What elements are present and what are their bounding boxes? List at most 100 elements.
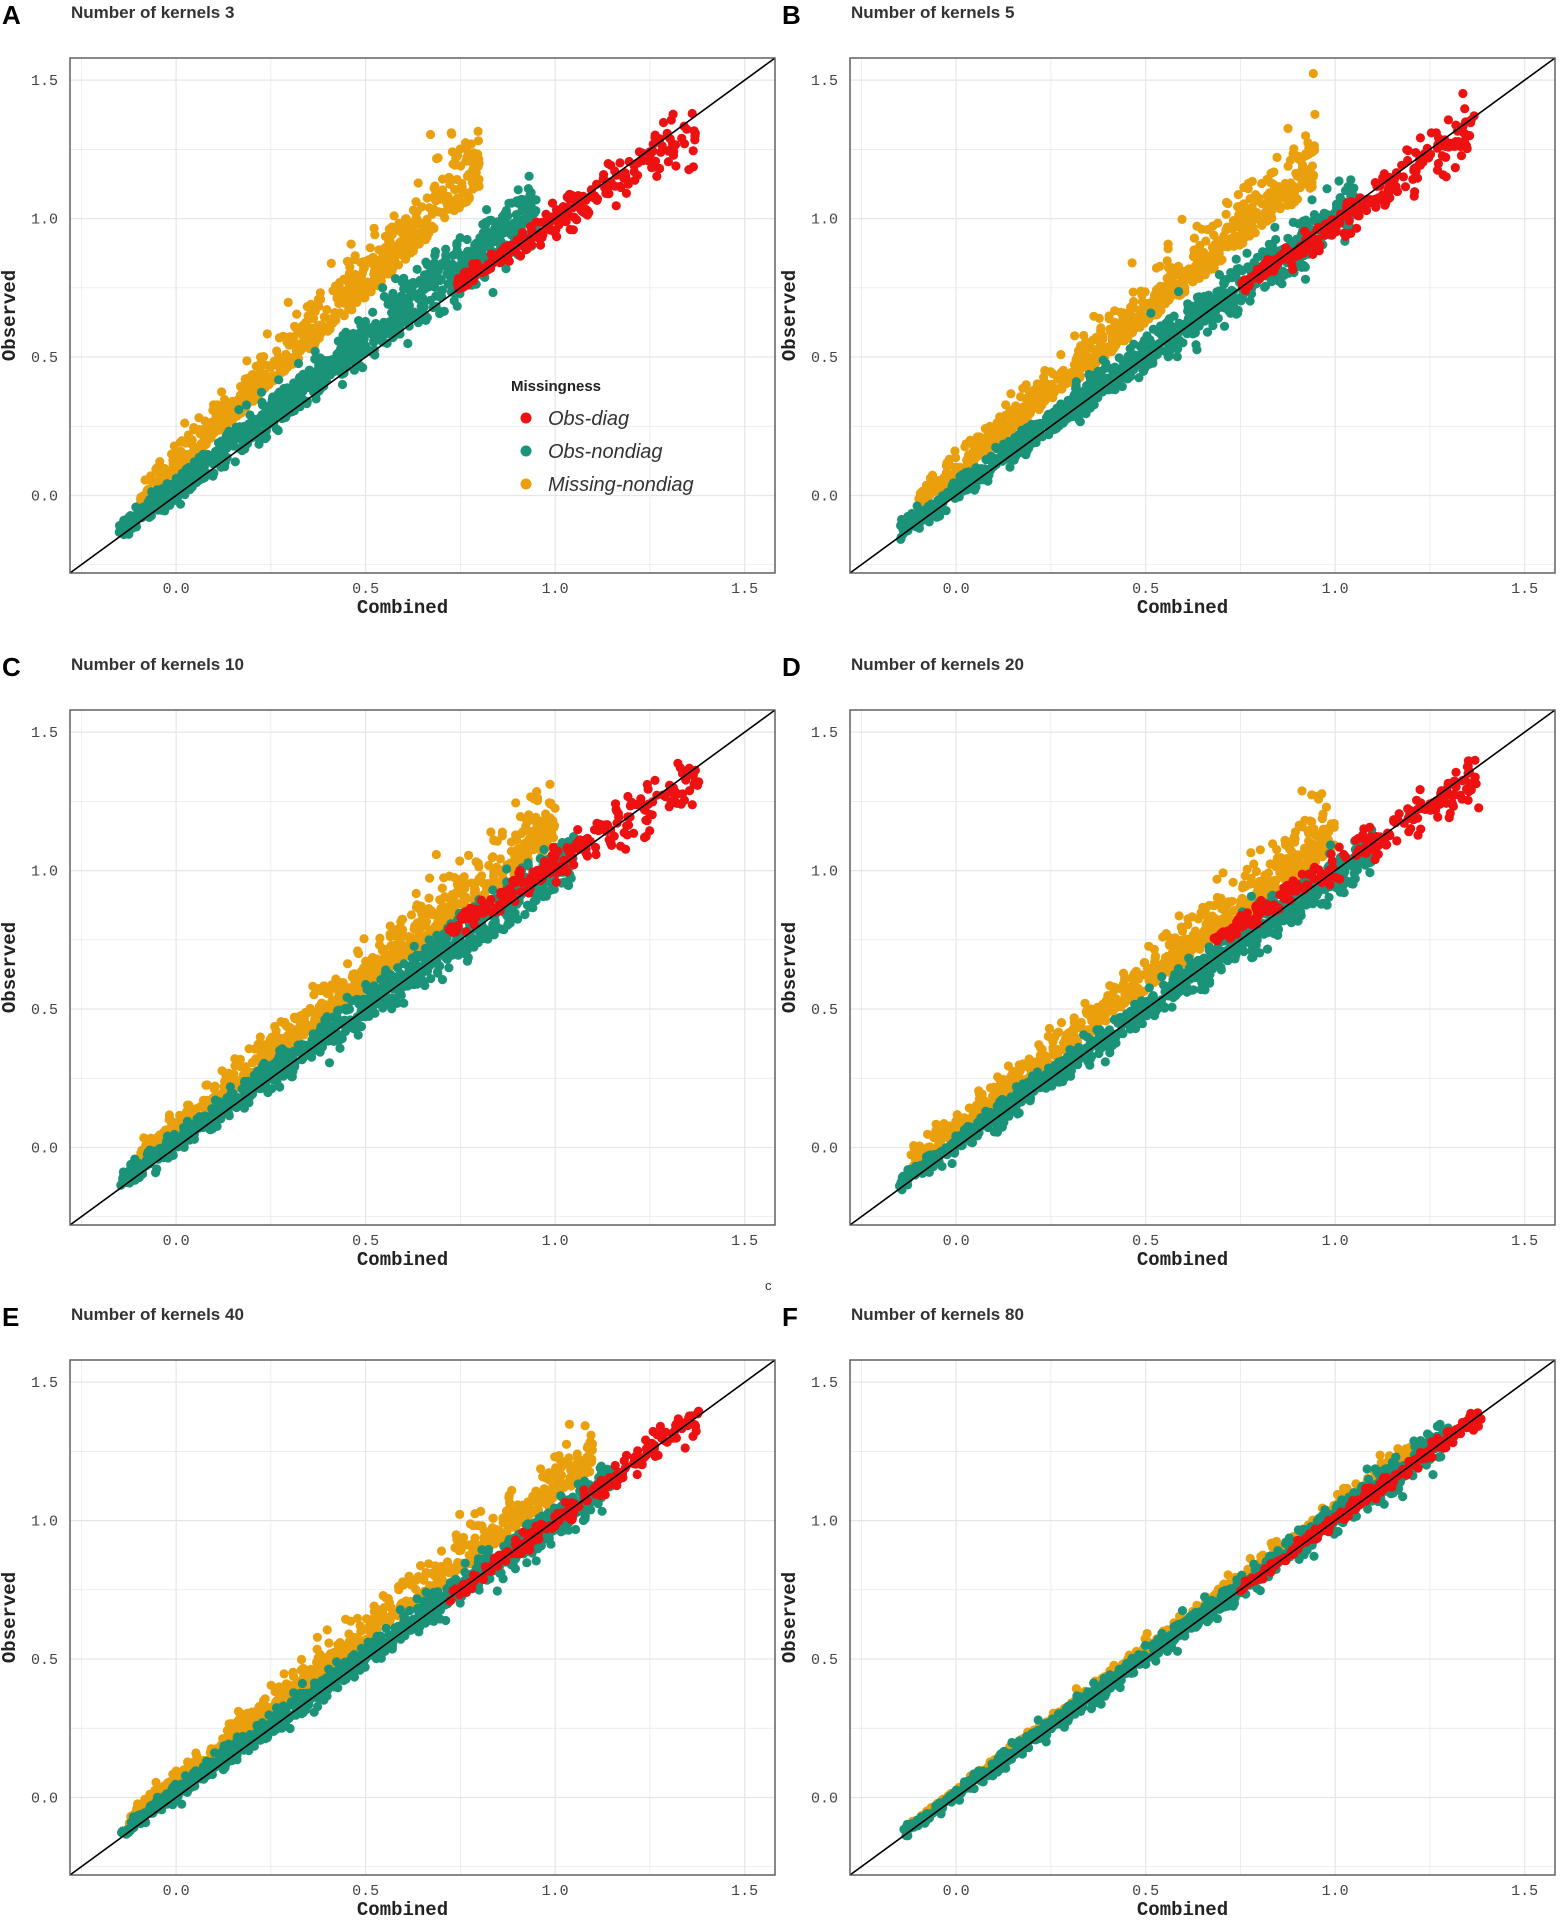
data-point — [512, 196, 522, 206]
points — [114, 108, 700, 540]
data-point — [581, 204, 591, 214]
data-point — [1111, 340, 1121, 350]
data-point — [310, 346, 320, 356]
data-point — [388, 315, 398, 325]
data-point — [225, 403, 235, 413]
data-point — [1106, 327, 1116, 337]
data-point — [1451, 140, 1461, 150]
data-point — [1334, 176, 1344, 186]
data-point — [412, 264, 422, 274]
data-point — [517, 227, 528, 238]
data-point — [342, 256, 352, 266]
data-point — [482, 205, 492, 215]
data-point — [1203, 257, 1213, 267]
data-point — [408, 277, 418, 288]
data-point — [547, 198, 558, 208]
data-point — [523, 835, 533, 845]
data-point — [348, 969, 358, 979]
data-point — [346, 331, 356, 341]
data-point — [1003, 439, 1013, 449]
data-point — [942, 489, 952, 499]
data-point — [987, 462, 997, 472]
data-point — [450, 160, 460, 170]
data-point — [1174, 287, 1184, 297]
data-point — [991, 442, 1001, 452]
data-point — [650, 156, 661, 166]
data-point — [445, 272, 455, 282]
data-point — [1003, 425, 1013, 435]
data-point — [1098, 331, 1108, 341]
data-point — [164, 1115, 174, 1125]
data-point — [242, 356, 252, 366]
data-point — [914, 512, 924, 522]
data-point — [371, 278, 381, 288]
data-point — [408, 934, 418, 944]
data-point — [1246, 224, 1256, 234]
data-point — [1331, 227, 1341, 237]
data-point — [1098, 355, 1108, 365]
data-point — [951, 453, 961, 463]
data-point — [645, 150, 655, 160]
data-point — [473, 858, 483, 868]
data-point — [1189, 233, 1199, 243]
data-point — [1346, 175, 1356, 185]
data-point — [688, 146, 698, 156]
data-point — [146, 1133, 156, 1143]
series-obs-diag — [1237, 88, 1479, 295]
data-point — [291, 382, 301, 392]
data-point — [1166, 263, 1176, 273]
data-point — [502, 864, 512, 874]
data-point — [524, 171, 534, 181]
data-point — [273, 425, 283, 436]
data-point — [424, 893, 434, 903]
data-point — [306, 299, 316, 309]
data-point — [1078, 361, 1088, 371]
data-point — [314, 301, 324, 311]
data-point — [1039, 377, 1049, 387]
data-point — [1443, 115, 1453, 125]
data-point — [1456, 151, 1467, 161]
data-point — [971, 452, 981, 462]
data-point — [231, 426, 241, 436]
panel-letter: A — [2, 0, 21, 30]
data-point — [328, 317, 338, 327]
data-point — [1018, 383, 1028, 393]
data-point — [425, 873, 435, 883]
data-point — [1006, 389, 1016, 399]
data-point — [437, 975, 448, 985]
data-point — [1196, 294, 1206, 304]
x-tick-label: 1.0 — [542, 581, 569, 598]
plot-frame — [69, 57, 776, 574]
data-point — [1252, 252, 1263, 262]
data-point — [1277, 187, 1287, 197]
data-point — [421, 257, 431, 267]
data-point — [214, 403, 224, 413]
data-point — [439, 873, 449, 883]
data-point — [401, 295, 411, 305]
data-point — [255, 1032, 265, 1042]
data-point — [418, 232, 428, 243]
data-point — [486, 827, 496, 837]
data-point — [663, 157, 674, 167]
data-point — [158, 498, 168, 509]
data-point — [1096, 338, 1106, 349]
data-point — [452, 193, 462, 203]
data-point — [1183, 306, 1193, 316]
data-point — [1209, 263, 1219, 273]
data-point — [262, 329, 272, 339]
data-point — [250, 417, 260, 427]
data-point — [515, 812, 526, 822]
data-point — [412, 900, 422, 910]
data-point — [512, 235, 522, 245]
data-point — [338, 985, 348, 995]
data-point — [1143, 298, 1153, 308]
data-point — [379, 291, 389, 302]
data-point — [408, 217, 418, 227]
data-point — [1110, 372, 1120, 382]
data-point — [1268, 179, 1278, 189]
data-point — [1379, 169, 1389, 179]
data-point — [526, 188, 536, 198]
data-point — [363, 328, 373, 338]
data-point — [637, 148, 648, 158]
